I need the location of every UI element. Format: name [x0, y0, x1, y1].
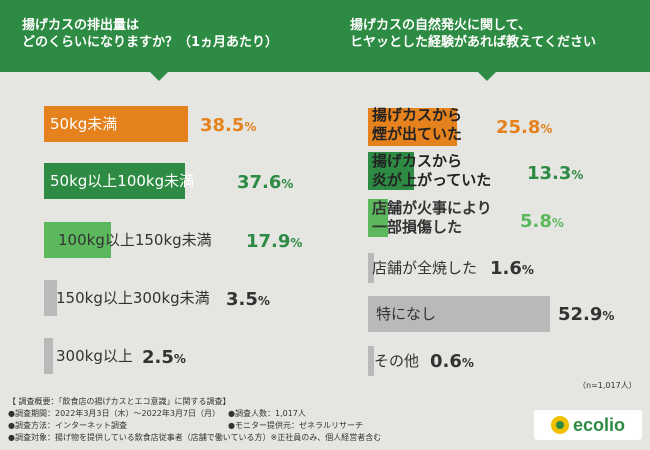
right-question-line1: 揚げカスの自然発火に関して、 — [350, 18, 531, 33]
right-bar-label-3: 店舗が全焼した — [372, 259, 478, 277]
right-bar-5 — [368, 346, 374, 376]
right-pct-4: 52.9% — [558, 304, 615, 325]
left-header-pointer — [150, 72, 168, 81]
left-bar-4 — [44, 338, 54, 374]
right-bar-label-0: 揚げカスから 煙が出ていた — [372, 106, 463, 143]
ecolio-logo-text: ecolio — [572, 414, 625, 435]
right-bar-3 — [368, 253, 374, 283]
note-line2a: ●調査期間：2022年3月3日（木）～2022年3月7日（月） — [8, 409, 221, 418]
right-pct-2: 5.8% — [520, 211, 564, 232]
left-question-line2: どのくらいになりますか？（1ヵ月あたり） — [22, 35, 279, 50]
left-bar-label-2: 100kg以上150kg未満 — [58, 231, 212, 249]
right-bar-0 — [368, 108, 457, 146]
right-pct-5: 0.6% — [430, 351, 474, 372]
right-bar-label-5: その他 — [374, 352, 420, 370]
right-bar-4 — [368, 296, 550, 332]
right-bar-1 — [368, 152, 414, 190]
left-question: 揚げカスの排出量は どのくらいになりますか？（1ヵ月あたり） — [22, 17, 278, 51]
left-bar-0 — [44, 106, 188, 142]
right-bar-label-2: 店舗が火事により 一部損傷した — [372, 199, 492, 236]
left-pct-1: 37.6% — [237, 172, 294, 193]
note-line2b: ●調査人数：1,017人 — [228, 409, 306, 418]
left-pct-4: 2.5% — [142, 347, 186, 368]
right-pct-1: 13.3% — [527, 163, 584, 184]
left-bar-label-1: 50kg以上100kg未満 — [50, 172, 195, 190]
right-bar-2 — [368, 199, 388, 237]
right-pct-3: 1.6% — [490, 258, 534, 279]
sample-size: （n=1,017人） — [578, 381, 637, 390]
left-bar-3 — [44, 280, 58, 316]
left-pct-3: 3.5% — [226, 289, 270, 310]
note-line3a: ●調査方法：インターネット調査 — [8, 421, 127, 430]
left-question-line1: 揚げカスの排出量は — [22, 18, 140, 33]
right-pct-0: 25.8% — [496, 117, 553, 138]
header-banner: 揚げカスの排出量は どのくらいになりますか？（1ヵ月あたり） 揚げカスの自然発火… — [0, 0, 650, 72]
note-line3b: ●モニター提供元：ゼネラルリサーチ — [228, 421, 363, 430]
right-header-pointer — [478, 72, 496, 81]
right-question: 揚げカスの自然発火に関して、 ヒヤッとした経験があれば教えてください — [350, 17, 596, 51]
left-bar-label-3: 150kg以上300kg未満 — [56, 289, 210, 307]
note-line1: 【 調査概要：「飲食店の揚げカスとエコ意識」に関する調査】 — [8, 397, 231, 406]
ecolio-logo-mark-icon — [550, 416, 569, 434]
right-question-line2: ヒヤッとした経験があれば教えてください — [350, 35, 596, 50]
note-line4: ●調査対象：揚げ物を提供している飲食店従事者（店舗で働いている方）※正社員のみ、… — [8, 433, 382, 442]
left-bar-1 — [44, 163, 185, 199]
left-pct-0: 38.5% — [200, 115, 257, 136]
right-bar-label-1: 揚げカスから 炎が上がっていた — [372, 152, 492, 189]
ecolio-logo: ecolio — [534, 410, 642, 440]
left-bar-2 — [44, 222, 111, 258]
left-bar-label-4: 300kg以上 — [56, 347, 133, 365]
left-pct-2: 17.9% — [246, 231, 303, 252]
left-bar-label-0: 50kg未満 — [50, 115, 118, 133]
right-bar-label-4: 特になし — [376, 305, 437, 323]
